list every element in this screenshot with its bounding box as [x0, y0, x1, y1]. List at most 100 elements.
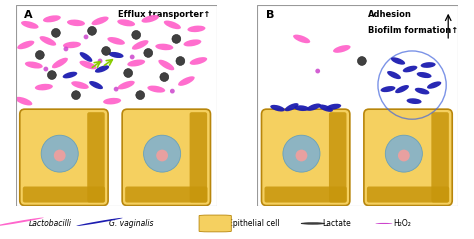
- Circle shape: [36, 51, 44, 59]
- Ellipse shape: [293, 35, 310, 43]
- Ellipse shape: [43, 15, 61, 22]
- FancyBboxPatch shape: [23, 186, 105, 202]
- Circle shape: [114, 87, 118, 92]
- Circle shape: [52, 28, 60, 37]
- Text: Biofilm formation↑: Biofilm formation↑: [368, 26, 458, 35]
- Ellipse shape: [128, 60, 145, 66]
- Ellipse shape: [283, 135, 320, 172]
- Ellipse shape: [415, 88, 429, 94]
- Ellipse shape: [108, 37, 125, 45]
- Ellipse shape: [285, 103, 299, 111]
- Ellipse shape: [17, 41, 34, 49]
- Circle shape: [72, 91, 81, 99]
- Ellipse shape: [155, 44, 173, 50]
- Ellipse shape: [21, 21, 38, 29]
- Ellipse shape: [307, 103, 321, 111]
- Circle shape: [98, 59, 102, 63]
- Circle shape: [156, 150, 168, 161]
- Ellipse shape: [144, 135, 181, 172]
- Ellipse shape: [187, 26, 205, 32]
- Text: B: B: [265, 10, 274, 20]
- Ellipse shape: [403, 66, 418, 72]
- Circle shape: [160, 73, 169, 81]
- Ellipse shape: [71, 81, 89, 89]
- Ellipse shape: [395, 85, 409, 93]
- Ellipse shape: [118, 81, 135, 89]
- Ellipse shape: [178, 76, 195, 86]
- FancyBboxPatch shape: [199, 215, 231, 232]
- FancyBboxPatch shape: [190, 112, 207, 202]
- Circle shape: [176, 57, 185, 65]
- Ellipse shape: [132, 40, 148, 50]
- Ellipse shape: [183, 39, 201, 46]
- Ellipse shape: [109, 52, 124, 58]
- Ellipse shape: [39, 36, 56, 46]
- FancyBboxPatch shape: [364, 109, 452, 206]
- Ellipse shape: [294, 105, 309, 111]
- Ellipse shape: [63, 72, 77, 78]
- Ellipse shape: [15, 97, 32, 105]
- Circle shape: [144, 49, 153, 57]
- Circle shape: [357, 57, 366, 65]
- Ellipse shape: [333, 45, 351, 53]
- FancyBboxPatch shape: [125, 186, 208, 202]
- FancyBboxPatch shape: [431, 112, 449, 202]
- FancyBboxPatch shape: [20, 109, 108, 206]
- Text: Lactobacilli: Lactobacilli: [28, 219, 72, 228]
- Ellipse shape: [103, 98, 121, 104]
- Ellipse shape: [89, 81, 103, 89]
- Ellipse shape: [319, 104, 333, 112]
- Circle shape: [136, 91, 145, 99]
- Circle shape: [301, 223, 325, 224]
- Circle shape: [83, 34, 89, 39]
- Ellipse shape: [67, 20, 85, 26]
- FancyBboxPatch shape: [122, 109, 210, 206]
- Circle shape: [54, 150, 65, 161]
- FancyBboxPatch shape: [87, 112, 105, 202]
- Ellipse shape: [63, 42, 81, 48]
- Circle shape: [130, 54, 135, 59]
- FancyBboxPatch shape: [264, 186, 347, 202]
- Ellipse shape: [391, 57, 405, 65]
- Ellipse shape: [417, 72, 431, 78]
- Text: G. vaginalis: G. vaginalis: [109, 219, 154, 228]
- Ellipse shape: [142, 15, 159, 23]
- Circle shape: [88, 27, 96, 35]
- Circle shape: [172, 34, 181, 43]
- Circle shape: [170, 89, 175, 93]
- Circle shape: [102, 47, 110, 55]
- Circle shape: [296, 150, 307, 161]
- Ellipse shape: [95, 65, 109, 73]
- Text: Lactate: Lactate: [322, 219, 351, 228]
- Circle shape: [64, 47, 68, 51]
- Text: Efflux transporter↑: Efflux transporter↑: [118, 10, 210, 19]
- Ellipse shape: [76, 218, 123, 226]
- Circle shape: [398, 150, 410, 161]
- FancyBboxPatch shape: [329, 112, 346, 202]
- Ellipse shape: [381, 86, 395, 92]
- Text: Adhesion: Adhesion: [368, 10, 412, 19]
- Ellipse shape: [270, 105, 285, 112]
- Circle shape: [124, 69, 133, 77]
- Ellipse shape: [41, 135, 78, 172]
- Ellipse shape: [0, 217, 44, 226]
- Ellipse shape: [164, 21, 181, 29]
- Circle shape: [132, 31, 141, 39]
- Ellipse shape: [427, 81, 441, 89]
- Ellipse shape: [385, 135, 422, 172]
- Ellipse shape: [407, 98, 421, 104]
- Ellipse shape: [80, 61, 97, 69]
- FancyBboxPatch shape: [367, 186, 449, 202]
- Ellipse shape: [117, 19, 135, 26]
- Ellipse shape: [25, 61, 43, 69]
- Ellipse shape: [35, 84, 53, 90]
- Text: H₂O₂: H₂O₂: [393, 219, 411, 228]
- Text: Epithelial cell: Epithelial cell: [228, 219, 279, 228]
- Ellipse shape: [52, 58, 68, 68]
- Ellipse shape: [387, 71, 401, 79]
- Ellipse shape: [158, 60, 174, 70]
- Text: A: A: [24, 10, 32, 20]
- Ellipse shape: [420, 62, 436, 68]
- Ellipse shape: [80, 52, 92, 62]
- Circle shape: [315, 69, 320, 73]
